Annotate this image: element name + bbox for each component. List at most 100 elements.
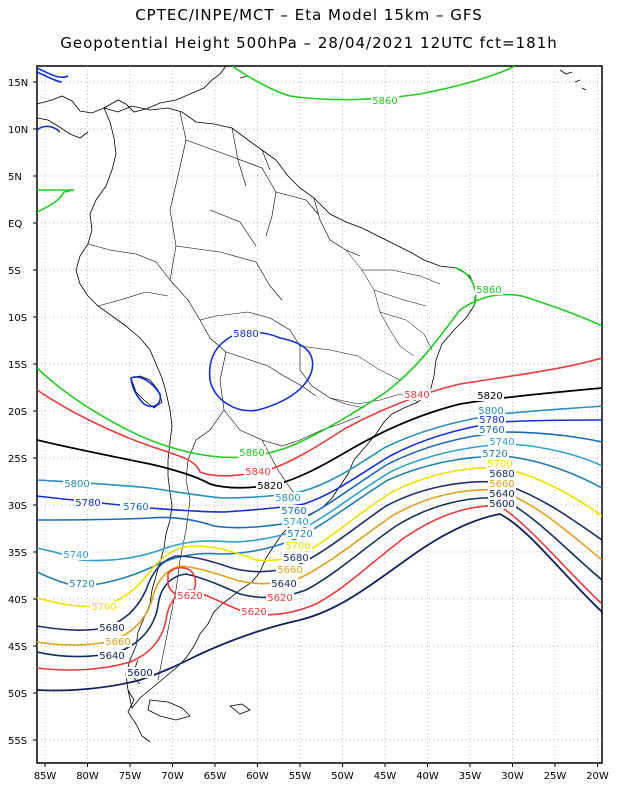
contour-label: 5760 xyxy=(479,425,504,436)
contour-label-bg xyxy=(232,328,260,339)
contour-label-bg xyxy=(488,488,516,499)
contour-label-bg xyxy=(62,549,90,560)
contour-label-bg xyxy=(478,414,506,425)
contour-label: 5780 xyxy=(75,498,100,509)
contour-label-bg xyxy=(63,478,91,489)
contour-label: 5840 xyxy=(245,467,270,478)
contour-label: 5680 xyxy=(99,623,124,634)
contour-label: 5720 xyxy=(69,579,94,590)
contour-5880-west xyxy=(37,67,69,133)
central-america-pacific xyxy=(37,117,89,139)
contour-label: 5700 xyxy=(285,541,310,552)
contour-label-bg xyxy=(126,667,154,678)
contour-label: 5840 xyxy=(404,390,429,401)
contour-label-bg xyxy=(266,592,294,603)
latitude-label: 30S xyxy=(8,501,27,512)
contour-label: 5640 xyxy=(271,579,296,590)
caribbean-islands xyxy=(239,69,587,91)
contour-label-bg xyxy=(488,498,516,509)
latitude-label: 5N xyxy=(8,172,22,183)
contour-label-bg xyxy=(478,424,506,435)
contour-5840 xyxy=(37,357,602,477)
contour-label: 5620 xyxy=(241,607,266,618)
central-america-coast xyxy=(37,66,227,114)
contour-label: 5640 xyxy=(99,651,124,662)
latitude-label: 50S xyxy=(8,689,27,700)
latitude-label: 15N xyxy=(8,78,28,89)
contour-label: 5740 xyxy=(283,517,308,528)
contour-label: 5860 xyxy=(372,96,397,107)
contour-label: 5800 xyxy=(275,493,300,504)
latitude-label: 35S xyxy=(8,548,27,559)
contour-label-bg xyxy=(486,458,514,469)
latitude-label: 25S xyxy=(8,454,27,465)
contour-label-bg xyxy=(481,448,509,459)
contour-5600 xyxy=(37,513,602,692)
contour-label: 5680 xyxy=(283,553,308,564)
longitude-label: 30W xyxy=(501,771,524,782)
contour-label-bg xyxy=(176,590,204,601)
contour-label: 5700 xyxy=(91,602,116,613)
contour-label-bg xyxy=(122,501,150,512)
contour-label-bg xyxy=(68,578,96,589)
contour-label: 5660 xyxy=(489,479,514,490)
contour-label: 5680 xyxy=(489,469,514,480)
contour-label: 5640 xyxy=(489,489,514,500)
contour-label-bg xyxy=(475,284,503,295)
contour-label: 5760 xyxy=(281,506,306,517)
contour-label-bg xyxy=(256,480,284,491)
contour-label: 5860 xyxy=(239,448,264,459)
contour-label: 5620 xyxy=(267,593,292,604)
contour-5860-inland xyxy=(455,267,477,307)
contour-label-bg xyxy=(104,636,132,647)
contour-label: 5760 xyxy=(123,502,148,513)
contour-label-bg xyxy=(270,578,298,589)
contour-label-bg xyxy=(98,650,126,661)
map-subtitle: Geopotential Height 500hPa – 28/04/2021 … xyxy=(60,34,558,52)
inland-lakes xyxy=(130,375,163,409)
contour-label-bg xyxy=(371,95,399,106)
longitude-label: 80W xyxy=(76,771,99,782)
longitude-label: 20W xyxy=(586,771,609,782)
contour-label-bg xyxy=(403,389,431,400)
longitude-label: 85W xyxy=(34,771,57,782)
latitude-label: 10N xyxy=(8,125,28,136)
contour-label: 5600 xyxy=(489,499,514,510)
contour-label-bg xyxy=(284,540,312,551)
contour-label-bg xyxy=(90,601,118,612)
contour-5880-pacific-island xyxy=(130,376,162,408)
contour-label-bg xyxy=(488,468,516,479)
contour-label-bg xyxy=(282,552,310,563)
contour-5860-main xyxy=(37,293,602,459)
contour-label: 5740 xyxy=(489,437,514,448)
contour-label: 5820 xyxy=(257,481,282,492)
longitude-label: 45W xyxy=(374,771,397,782)
contour-label-bg xyxy=(98,622,126,633)
latitude-label: 40S xyxy=(8,595,27,606)
contour-label: 5720 xyxy=(482,449,507,460)
latitude-label: 15S xyxy=(8,360,27,371)
longitude-labels: 85W 80W 75W 70W 65W 60W 55W 50W 45W 40W 35W 30W 25W 2… xyxy=(34,771,609,782)
contour-label: 5720 xyxy=(287,529,312,540)
latitude-labels: 15N 10N 5N EQ 5S 10S 15S 20S 25S 30S 35S 40S 45S 50S 5… xyxy=(8,78,28,747)
latitude-label: EQ xyxy=(8,219,22,230)
latitude-label: 55S xyxy=(8,736,27,747)
longitude-label: 40W xyxy=(416,771,439,782)
map-title: CPTEC/INPE/MCT – Eta Model 15km – GFS xyxy=(135,6,483,24)
contour-label-bg xyxy=(74,497,102,508)
contour-label: 5880 xyxy=(233,329,258,340)
latitude-label: 45S xyxy=(8,642,27,653)
contour-label: 5660 xyxy=(277,565,302,576)
contour-5860-equator xyxy=(37,189,75,213)
contour-label-bg xyxy=(274,492,302,503)
contour-5820 xyxy=(37,387,602,489)
contour-label-bg xyxy=(476,390,504,401)
contour-label-bg xyxy=(238,447,266,458)
south-america-coast xyxy=(75,105,477,709)
longitude-label: 50W xyxy=(331,771,354,782)
contour-5880-bolivia xyxy=(208,331,314,412)
contour-label: 5860 xyxy=(476,285,501,296)
longitude-label: 25W xyxy=(544,771,567,782)
longitude-label: 35W xyxy=(459,771,482,782)
contour-label: 5600 xyxy=(127,668,152,679)
